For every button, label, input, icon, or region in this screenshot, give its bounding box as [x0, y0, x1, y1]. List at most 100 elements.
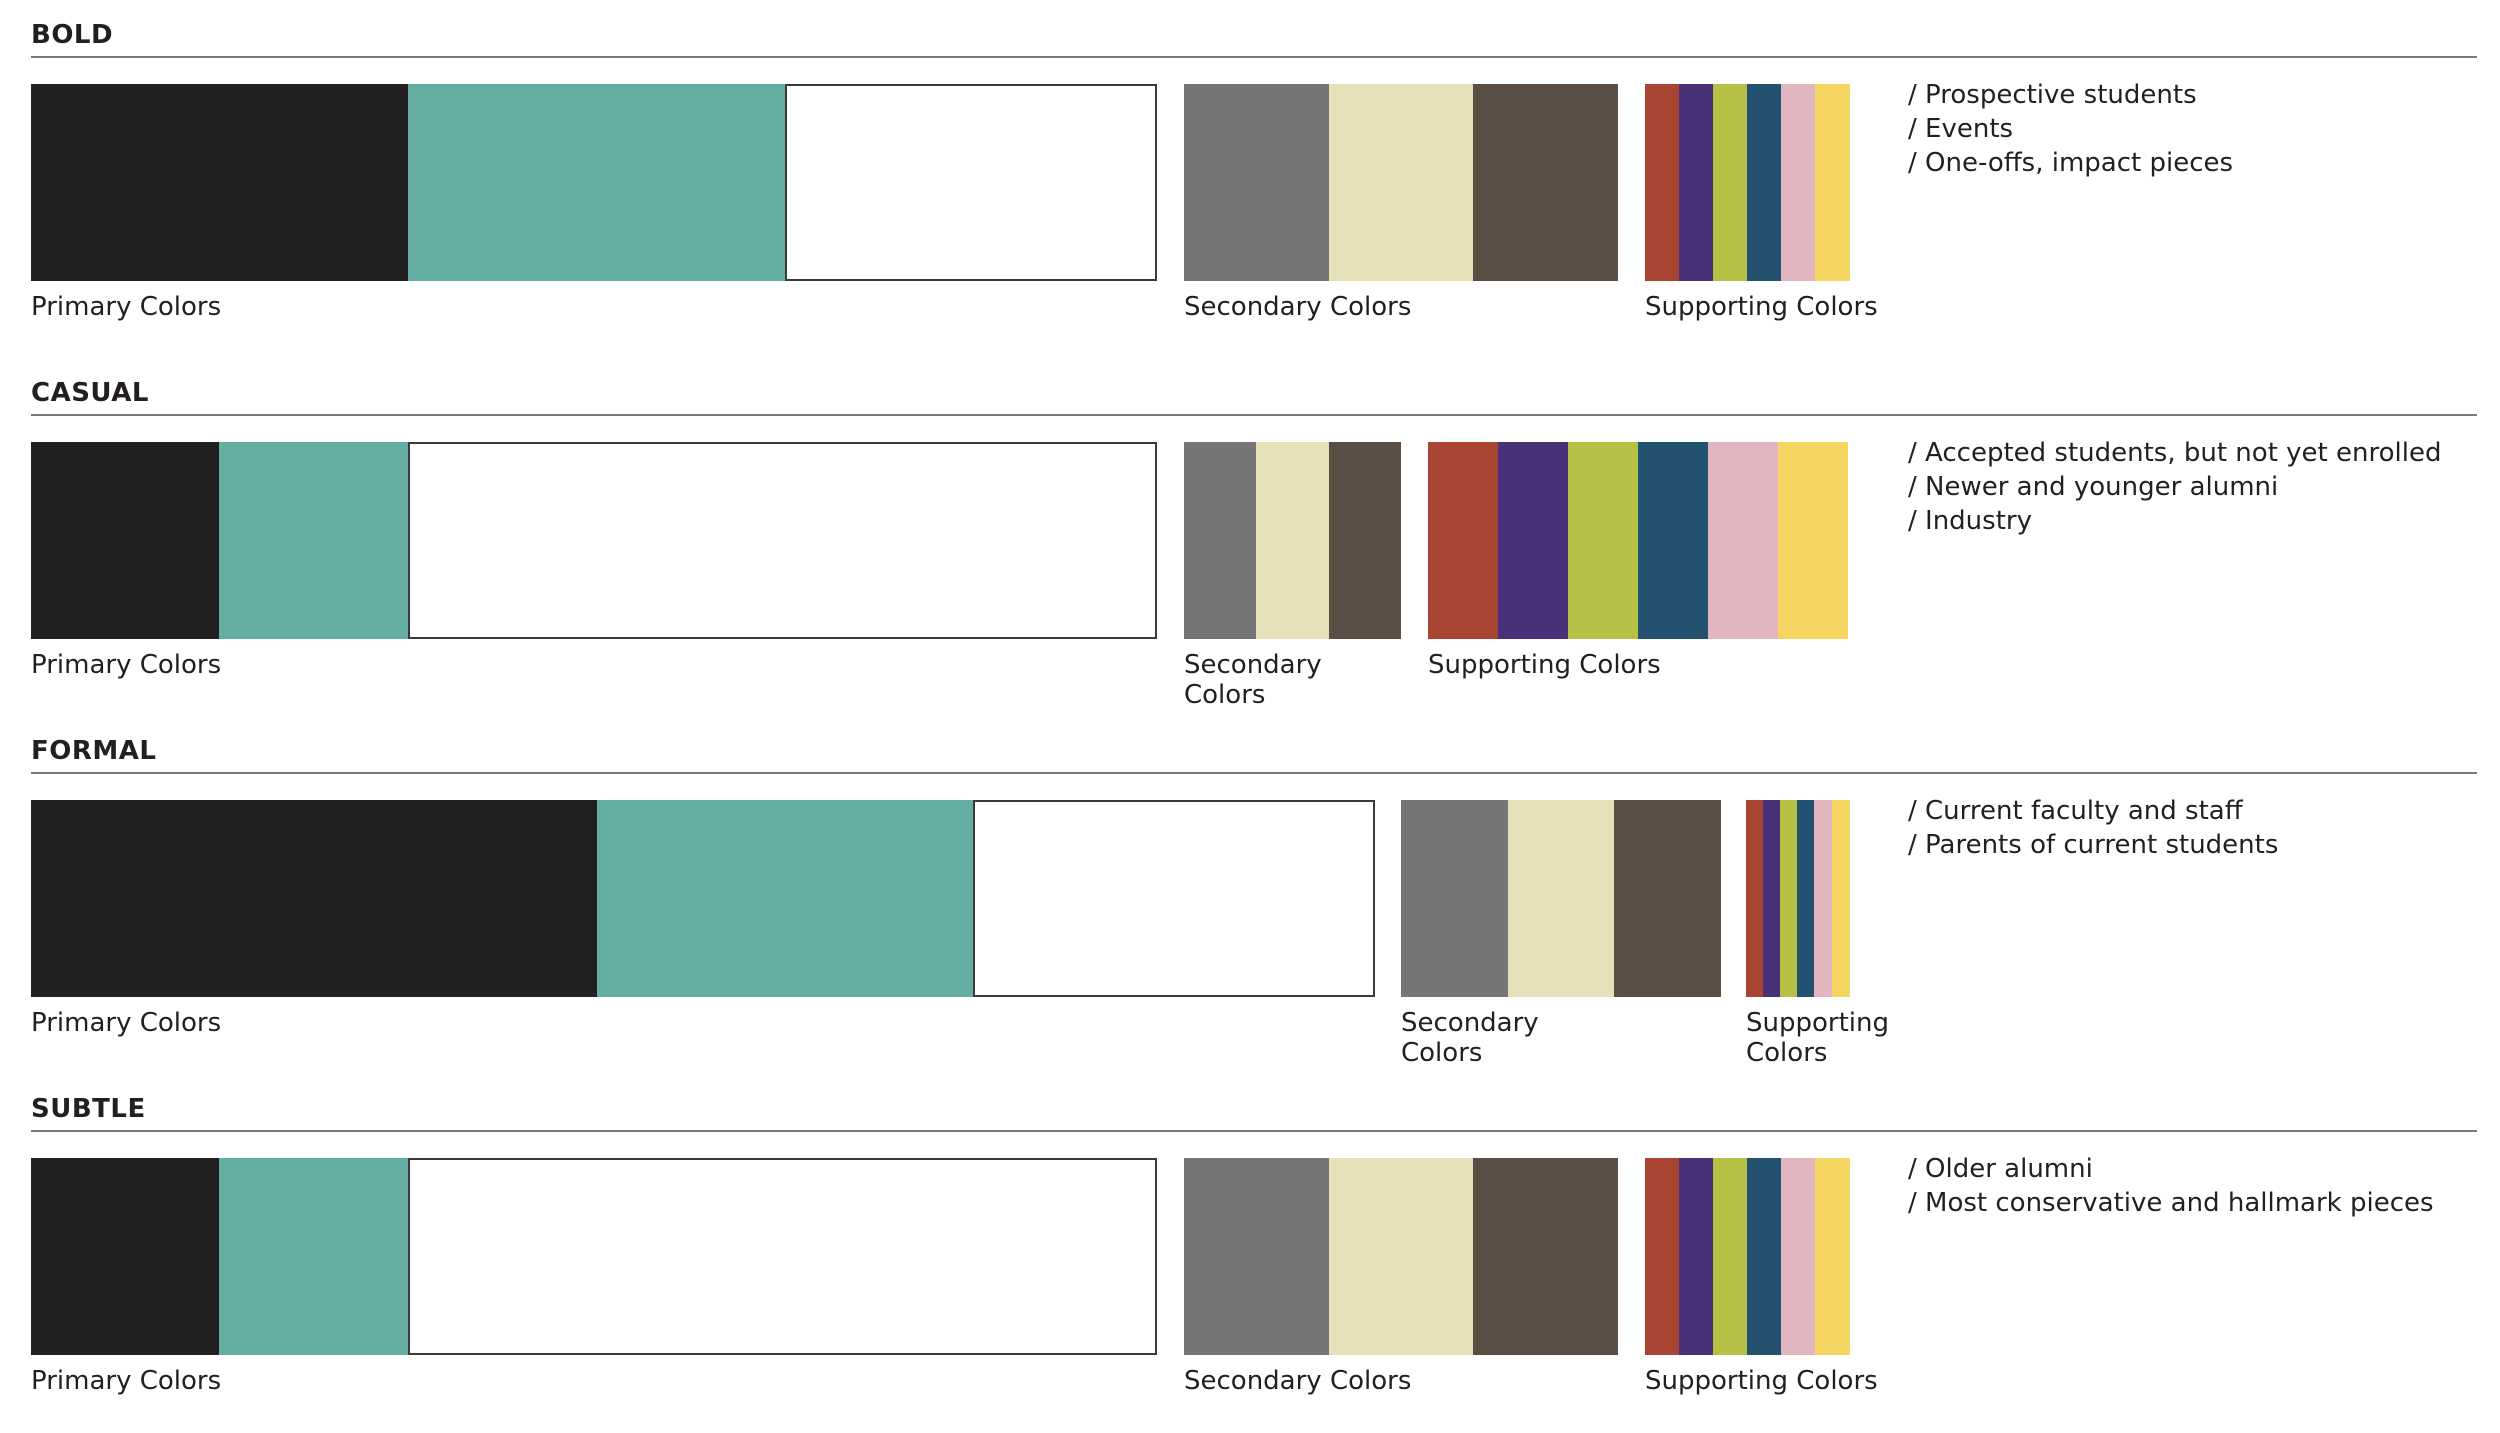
- swatch-brown: [1614, 800, 1721, 997]
- section-title: BOLD: [31, 20, 114, 50]
- section-title: FORMAL: [31, 736, 157, 766]
- primary-colors-bar: [31, 1158, 1157, 1355]
- audience-notes: / Current faculty and staff / Parents of…: [1908, 794, 2278, 862]
- swatch-black: [31, 442, 219, 639]
- swatch-black: [31, 1158, 219, 1355]
- secondary-colors-bar: [1401, 800, 1721, 997]
- section-title: SUBTLE: [31, 1094, 146, 1124]
- swatch-red: [1428, 442, 1498, 639]
- primary-colors-label: Primary Colors: [31, 292, 222, 322]
- secondary-colors-label: Secondary Colors: [1184, 292, 1412, 322]
- audience-notes: / Older alumni / Most conservative and h…: [1908, 1152, 2434, 1220]
- swatch-cream: [1508, 800, 1614, 997]
- swatch-purple: [1679, 1158, 1713, 1355]
- swatch-yellow: [1832, 800, 1850, 997]
- note-line: / One-offs, impact pieces: [1908, 148, 2234, 178]
- swatch-olive: [1713, 1158, 1747, 1355]
- swatch-olive: [1780, 800, 1797, 997]
- swatch-gray: [1184, 84, 1329, 281]
- secondary-colors-label: Secondary Colors: [1184, 650, 1322, 710]
- swatch-purple: [1679, 84, 1713, 281]
- swatch-red: [1746, 800, 1763, 997]
- supporting-colors-label: Supporting Colors: [1746, 1008, 1889, 1068]
- swatch-teal: [597, 800, 973, 997]
- supporting-colors-label: Supporting Colors: [1645, 292, 1878, 322]
- swatch-brown: [1473, 84, 1618, 281]
- swatch-cream: [1256, 442, 1329, 639]
- note-line: / Most conservative and hallmark pieces: [1908, 1188, 2434, 1218]
- primary-colors-bar: [31, 800, 1375, 997]
- supporting-colors-bar: [1645, 1158, 1850, 1355]
- primary-colors-bar: [31, 442, 1157, 639]
- swatch-navy: [1747, 1158, 1781, 1355]
- supporting-colors-bar: [1645, 84, 1850, 281]
- secondary-colors-label-line: Secondary: [1401, 1008, 1539, 1038]
- supporting-colors-label-line: Supporting: [1746, 1008, 1889, 1038]
- section-casual: CASUAL Primary Colors Secondary Colors S…: [0, 358, 2500, 716]
- swatch-yellow: [1778, 442, 1848, 639]
- note-line: / Industry: [1908, 506, 2032, 536]
- note-line: / Events: [1908, 114, 2014, 144]
- note-line: / Current faculty and staff: [1908, 796, 2243, 826]
- swatch-white: [785, 84, 1157, 281]
- section-formal: FORMAL Primary Colors Secondary Colors S…: [0, 716, 2500, 1074]
- note-line: / Newer and younger alumni: [1908, 472, 2279, 502]
- note-line: / Parents of current students: [1908, 830, 2279, 860]
- note-line: / Accepted students, but not yet enrolle…: [1908, 438, 2442, 468]
- section-divider: [31, 56, 2477, 58]
- swatch-red: [1645, 84, 1679, 281]
- section-title: CASUAL: [31, 378, 149, 408]
- primary-colors-label: Primary Colors: [31, 650, 222, 680]
- swatch-purple: [1763, 800, 1780, 997]
- swatch-pink: [1781, 1158, 1815, 1355]
- secondary-colors-label: Secondary Colors: [1401, 1008, 1539, 1068]
- primary-colors-label: Primary Colors: [31, 1366, 222, 1396]
- swatch-gray: [1401, 800, 1508, 997]
- swatch-yellow: [1815, 1158, 1850, 1355]
- secondary-colors-label-line: Colors: [1401, 1038, 1483, 1068]
- secondary-colors-label-line: Secondary: [1184, 650, 1322, 680]
- swatch-navy: [1638, 442, 1708, 639]
- swatch-olive: [1713, 84, 1747, 281]
- supporting-colors-label: Supporting Colors: [1645, 1366, 1878, 1396]
- secondary-colors-label-line: Colors: [1184, 680, 1266, 710]
- swatch-yellow: [1815, 84, 1850, 281]
- secondary-colors-bar: [1184, 84, 1618, 281]
- swatch-cream: [1329, 1158, 1473, 1355]
- section-subtle: SUBTLE Primary Colors Secondary Colors S…: [0, 1074, 2500, 1432]
- swatch-cream: [1329, 84, 1473, 281]
- section-bold: BOLD Primary Colors Secondary Colors Sup…: [0, 0, 2500, 358]
- swatch-teal: [219, 442, 408, 639]
- swatch-teal: [219, 1158, 408, 1355]
- swatch-purple: [1498, 442, 1568, 639]
- swatch-black: [31, 800, 597, 997]
- swatch-olive: [1568, 442, 1638, 639]
- note-line: / Older alumni: [1908, 1154, 2093, 1184]
- swatch-white: [973, 800, 1375, 997]
- swatch-white: [408, 1158, 1157, 1355]
- swatch-navy: [1797, 800, 1814, 997]
- section-divider: [31, 414, 2477, 416]
- primary-colors-label: Primary Colors: [31, 1008, 222, 1038]
- swatch-brown: [1473, 1158, 1618, 1355]
- audience-notes: / Prospective students / Events / One-of…: [1908, 78, 2233, 180]
- swatch-black: [31, 84, 408, 281]
- section-divider: [31, 772, 2477, 774]
- audience-notes: / Accepted students, but not yet enrolle…: [1908, 436, 2441, 538]
- supporting-colors-bar: [1428, 442, 1848, 639]
- swatch-pink: [1708, 442, 1778, 639]
- swatch-pink: [1814, 800, 1832, 997]
- primary-colors-bar: [31, 84, 1157, 281]
- swatch-gray: [1184, 442, 1256, 639]
- supporting-colors-bar: [1746, 800, 1850, 997]
- supporting-colors-label: Supporting Colors: [1428, 650, 1661, 680]
- swatch-navy: [1747, 84, 1781, 281]
- section-divider: [31, 1130, 2477, 1132]
- swatch-pink: [1781, 84, 1815, 281]
- swatch-red: [1645, 1158, 1679, 1355]
- note-line: / Prospective students: [1908, 80, 2197, 110]
- swatch-gray: [1184, 1158, 1329, 1355]
- secondary-colors-bar: [1184, 1158, 1618, 1355]
- swatch-white: [408, 442, 1157, 639]
- swatch-brown: [1329, 442, 1401, 639]
